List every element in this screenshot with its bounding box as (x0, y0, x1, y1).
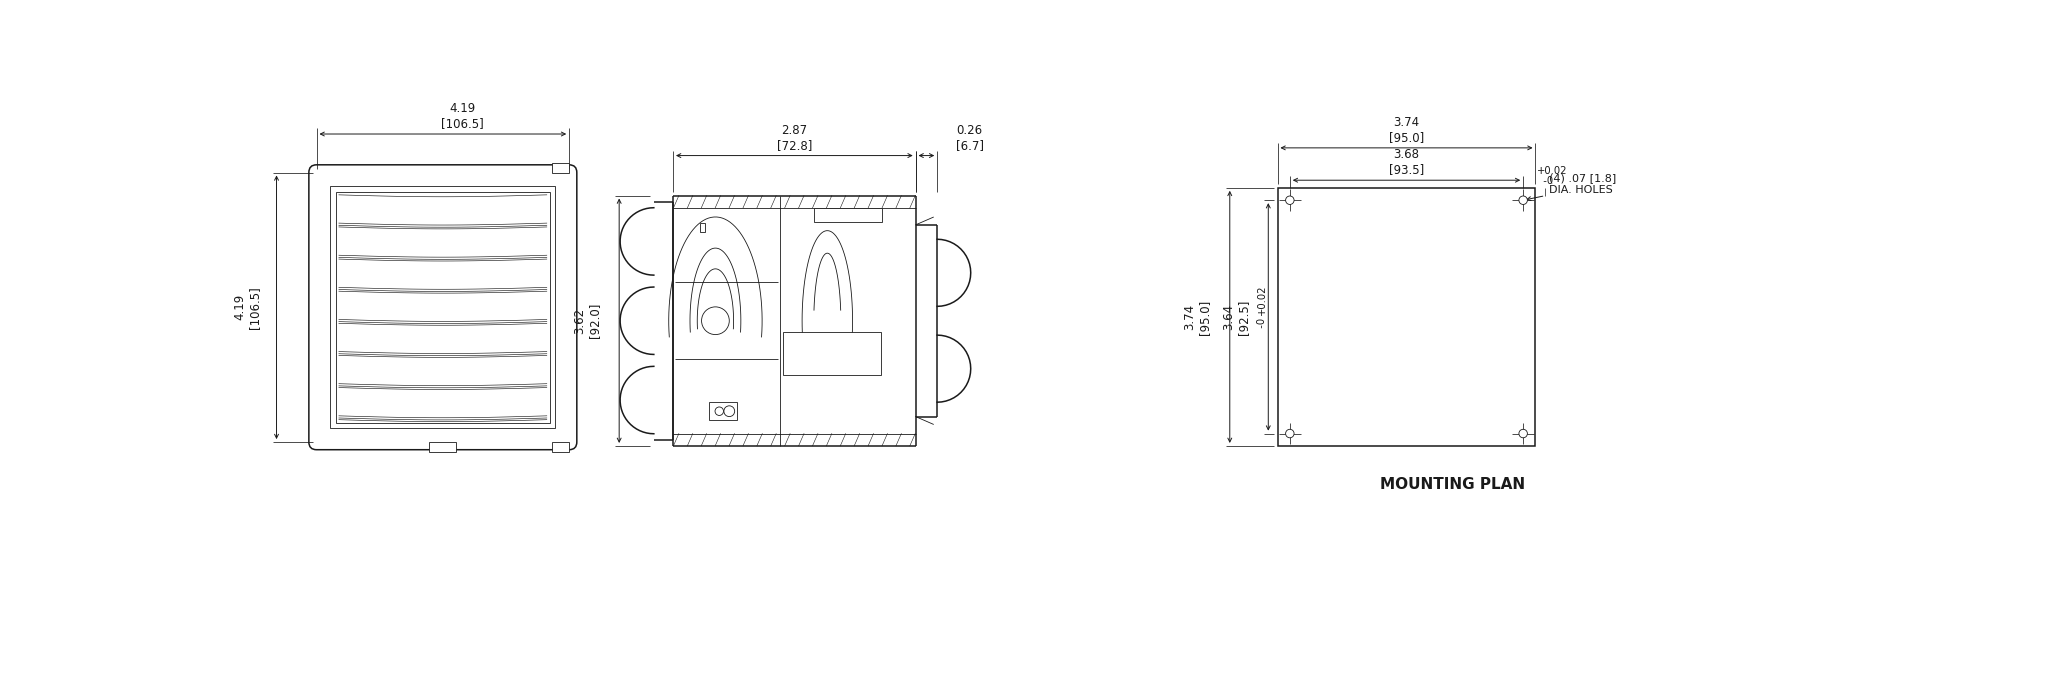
Text: 4.19
[106.5]: 4.19 [106.5] (440, 102, 483, 130)
Circle shape (1286, 429, 1294, 438)
Text: 4.19
[106.5]: 4.19 [106.5] (233, 286, 262, 329)
Bar (782, 332, 881, 375)
Text: -0: -0 (1257, 318, 1268, 334)
Text: (4) .07 [1.8]
DIA. HOLES: (4) .07 [1.8] DIA. HOLES (1550, 173, 1616, 195)
Text: -0: -0 (1536, 176, 1552, 186)
Text: 2.87
[72.8]: 2.87 [72.8] (776, 124, 813, 152)
Circle shape (1520, 429, 1528, 438)
Text: 3.68
[93.5]: 3.68 [93.5] (1389, 148, 1423, 177)
Bar (330, 187, 555, 428)
Bar (709, 402, 737, 421)
Text: MOUNTING PLAN: MOUNTING PLAN (1380, 477, 1526, 492)
FancyBboxPatch shape (309, 165, 578, 450)
Bar (700, 222, 705, 232)
Text: 3.64
[92.5]: 3.64 [92.5] (1223, 299, 1249, 334)
Circle shape (715, 407, 723, 415)
Bar (553, 162, 569, 173)
Text: +0.02: +0.02 (1257, 284, 1268, 315)
Bar (553, 442, 569, 452)
Bar (1278, 188, 1536, 446)
Bar (336, 192, 549, 423)
Circle shape (702, 307, 729, 334)
Circle shape (1286, 196, 1294, 204)
Text: 3.74
[95.0]: 3.74 [95.0] (1184, 299, 1212, 334)
Circle shape (1520, 196, 1528, 204)
Bar (430, 442, 457, 452)
Circle shape (723, 406, 735, 417)
Bar (813, 208, 881, 222)
Text: 3.74
[95.0]: 3.74 [95.0] (1389, 116, 1423, 144)
Text: 0.26
[6.7]: 0.26 [6.7] (956, 124, 983, 152)
Text: +0.02: +0.02 (1536, 166, 1567, 176)
Text: 3.62
[92.0]: 3.62 [92.0] (573, 303, 600, 338)
